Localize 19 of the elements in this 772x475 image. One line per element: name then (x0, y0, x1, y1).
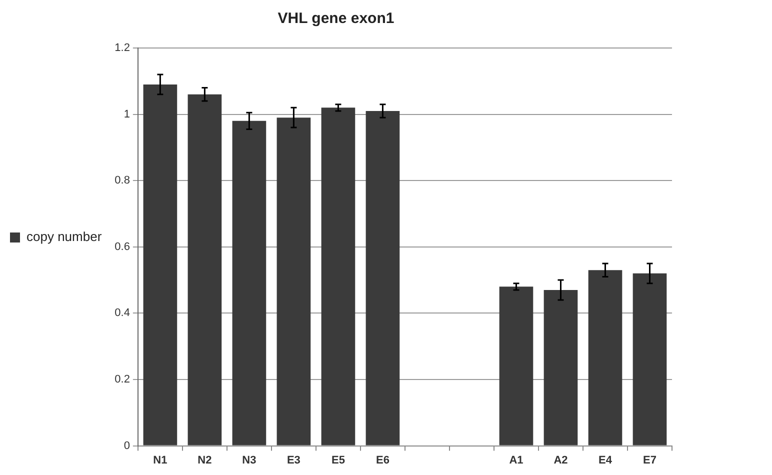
y-tick-label: 0.8 (114, 174, 130, 187)
chart-title: VHL gene exon1 (278, 10, 394, 28)
x-tick-label: N3 (242, 454, 256, 466)
x-tick-label: E6 (376, 454, 390, 466)
x-tick-label: E7 (643, 454, 656, 466)
x-tick-label: A1 (509, 454, 524, 466)
x-tick-label: N2 (198, 454, 212, 466)
legend-label: copy number (26, 229, 102, 244)
y-tick-label: 0.2 (114, 374, 130, 386)
x-tick-label: A2 (554, 454, 568, 466)
y-tick-label: 0.4 (114, 307, 130, 320)
y-tick-label: 0.6 (114, 240, 130, 253)
x-tick-label: E4 (598, 454, 613, 466)
x-tick-label: E3 (286, 454, 300, 466)
y-tick-label: 1.2 (114, 42, 130, 54)
y-tick-label: 1 (124, 108, 130, 120)
y-tick-label: 0 (124, 440, 130, 452)
x-tick-label: N1 (153, 454, 168, 466)
x-tick-label: E5 (331, 454, 345, 466)
